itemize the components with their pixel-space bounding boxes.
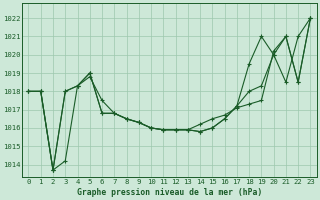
X-axis label: Graphe pression niveau de la mer (hPa): Graphe pression niveau de la mer (hPa) xyxy=(77,188,262,197)
